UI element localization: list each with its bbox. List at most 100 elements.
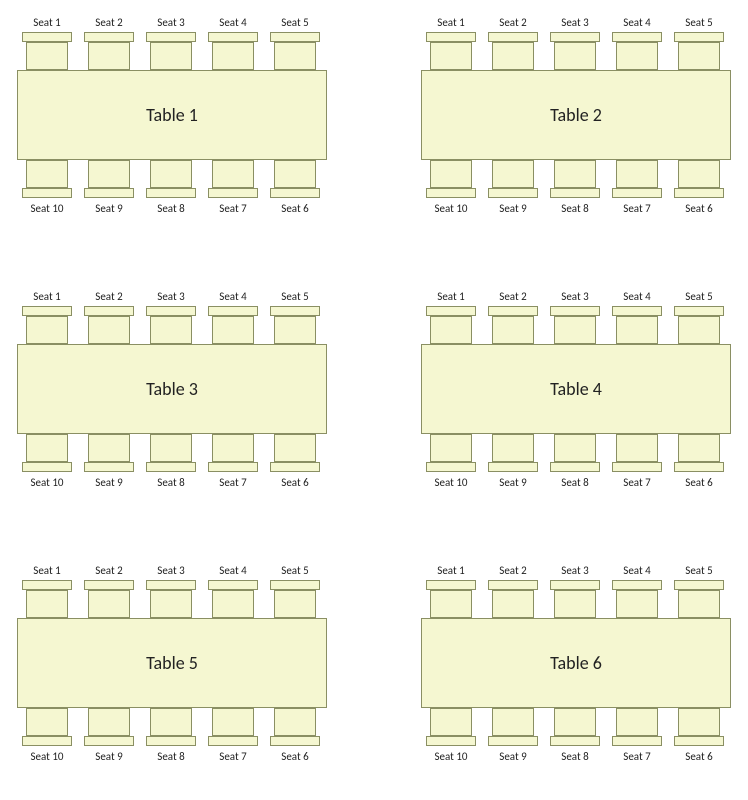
seat-label-top: Seat 1	[421, 564, 481, 577]
table-label: Table 2	[550, 104, 602, 126]
table-rect[interactable]: Table 4	[421, 344, 731, 434]
seat-top[interactable]	[674, 32, 724, 70]
seat-label-bottom: Seat 9	[79, 750, 139, 763]
seat-top[interactable]	[22, 580, 72, 618]
seat-back	[612, 306, 662, 316]
table-label: Table 5	[146, 652, 198, 674]
seat-label-bottom: Seat 10	[17, 750, 77, 763]
seat-bottom[interactable]	[612, 708, 662, 746]
seat-bottom[interactable]	[270, 160, 320, 198]
seat-bottom[interactable]	[550, 160, 600, 198]
seat-label-bottom: Seat 7	[203, 750, 263, 763]
seat-bottom[interactable]	[84, 434, 134, 472]
seat-back	[488, 462, 538, 472]
seat-back	[488, 306, 538, 316]
seat-top[interactable]	[270, 580, 320, 618]
seat-top[interactable]	[612, 580, 662, 618]
seat-top[interactable]	[612, 32, 662, 70]
seat-bottom[interactable]	[488, 434, 538, 472]
seat-bottom[interactable]	[550, 708, 600, 746]
seat-bottom[interactable]	[146, 434, 196, 472]
seat-top[interactable]	[84, 306, 134, 344]
seat-label-bottom: Seat 7	[203, 476, 263, 489]
seat-bottom[interactable]	[488, 708, 538, 746]
seat-label-top: Seat 4	[607, 16, 667, 29]
table-rect[interactable]: Table 6	[421, 618, 731, 708]
seat-back	[674, 32, 724, 42]
seat-cushion	[554, 316, 596, 344]
seat-bottom[interactable]	[550, 434, 600, 472]
seat-bottom[interactable]	[22, 708, 72, 746]
seat-back	[270, 580, 320, 590]
seat-top[interactable]	[208, 32, 258, 70]
seat-top[interactable]	[146, 32, 196, 70]
seat-bottom[interactable]	[208, 434, 258, 472]
seat-bottom[interactable]	[208, 160, 258, 198]
seat-back	[488, 580, 538, 590]
seat-top[interactable]	[674, 580, 724, 618]
seat-bottom[interactable]	[488, 160, 538, 198]
seat-top[interactable]	[22, 32, 72, 70]
seat-bottom[interactable]	[674, 708, 724, 746]
seat-top[interactable]	[146, 580, 196, 618]
seat-label-bottom: Seat 9	[79, 202, 139, 215]
table-rect[interactable]: Table 5	[17, 618, 327, 708]
seat-bottom[interactable]	[22, 160, 72, 198]
seat-bottom[interactable]	[426, 160, 476, 198]
seat-top[interactable]	[426, 32, 476, 70]
seat-back	[84, 736, 134, 746]
seat-back	[146, 462, 196, 472]
seat-bottom[interactable]	[674, 160, 724, 198]
seat-label-bottom: Seat 6	[669, 476, 729, 489]
seat-top[interactable]	[426, 580, 476, 618]
seat-bottom[interactable]	[674, 434, 724, 472]
seat-label-bottom: Seat 7	[607, 202, 667, 215]
seat-bottom[interactable]	[84, 708, 134, 746]
seat-top[interactable]	[84, 32, 134, 70]
seat-back	[550, 462, 600, 472]
table-rect[interactable]: Table 1	[17, 70, 327, 160]
seat-top[interactable]	[270, 32, 320, 70]
seat-bottom[interactable]	[270, 708, 320, 746]
seat-top[interactable]	[550, 32, 600, 70]
seat-bottom[interactable]	[612, 434, 662, 472]
seat-back	[612, 736, 662, 746]
seat-top[interactable]	[270, 306, 320, 344]
seat-top[interactable]	[22, 306, 72, 344]
seat-top[interactable]	[550, 580, 600, 618]
seat-cushion	[212, 434, 254, 462]
seat-bottom[interactable]	[208, 708, 258, 746]
seat-back	[426, 188, 476, 198]
table-label: Table 3	[146, 378, 198, 400]
seat-top[interactable]	[612, 306, 662, 344]
seat-label-bottom: Seat 6	[265, 750, 325, 763]
seat-top[interactable]	[550, 306, 600, 344]
seat-top[interactable]	[488, 580, 538, 618]
seat-bottom[interactable]	[612, 160, 662, 198]
seat-cushion	[554, 42, 596, 70]
seat-bottom[interactable]	[146, 708, 196, 746]
seat-bottom[interactable]	[22, 434, 72, 472]
seat-bottom[interactable]	[270, 434, 320, 472]
seat-top[interactable]	[208, 306, 258, 344]
seat-cushion	[492, 708, 534, 736]
table-rect[interactable]: Table 3	[17, 344, 327, 434]
seat-top[interactable]	[426, 306, 476, 344]
seat-cushion	[616, 160, 658, 188]
seat-top[interactable]	[674, 306, 724, 344]
seat-label-top: Seat 5	[669, 290, 729, 303]
table-rect[interactable]: Table 2	[421, 70, 731, 160]
seat-bottom[interactable]	[84, 160, 134, 198]
seat-label-top: Seat 3	[545, 16, 605, 29]
seat-bottom[interactable]	[146, 160, 196, 198]
seat-top[interactable]	[146, 306, 196, 344]
seat-bottom[interactable]	[426, 434, 476, 472]
seat-cushion	[88, 160, 130, 188]
seat-top[interactable]	[208, 580, 258, 618]
seat-top[interactable]	[488, 32, 538, 70]
seat-top[interactable]	[84, 580, 134, 618]
seat-top[interactable]	[488, 306, 538, 344]
seat-cushion	[678, 42, 720, 70]
seat-back	[84, 188, 134, 198]
seat-bottom[interactable]	[426, 708, 476, 746]
